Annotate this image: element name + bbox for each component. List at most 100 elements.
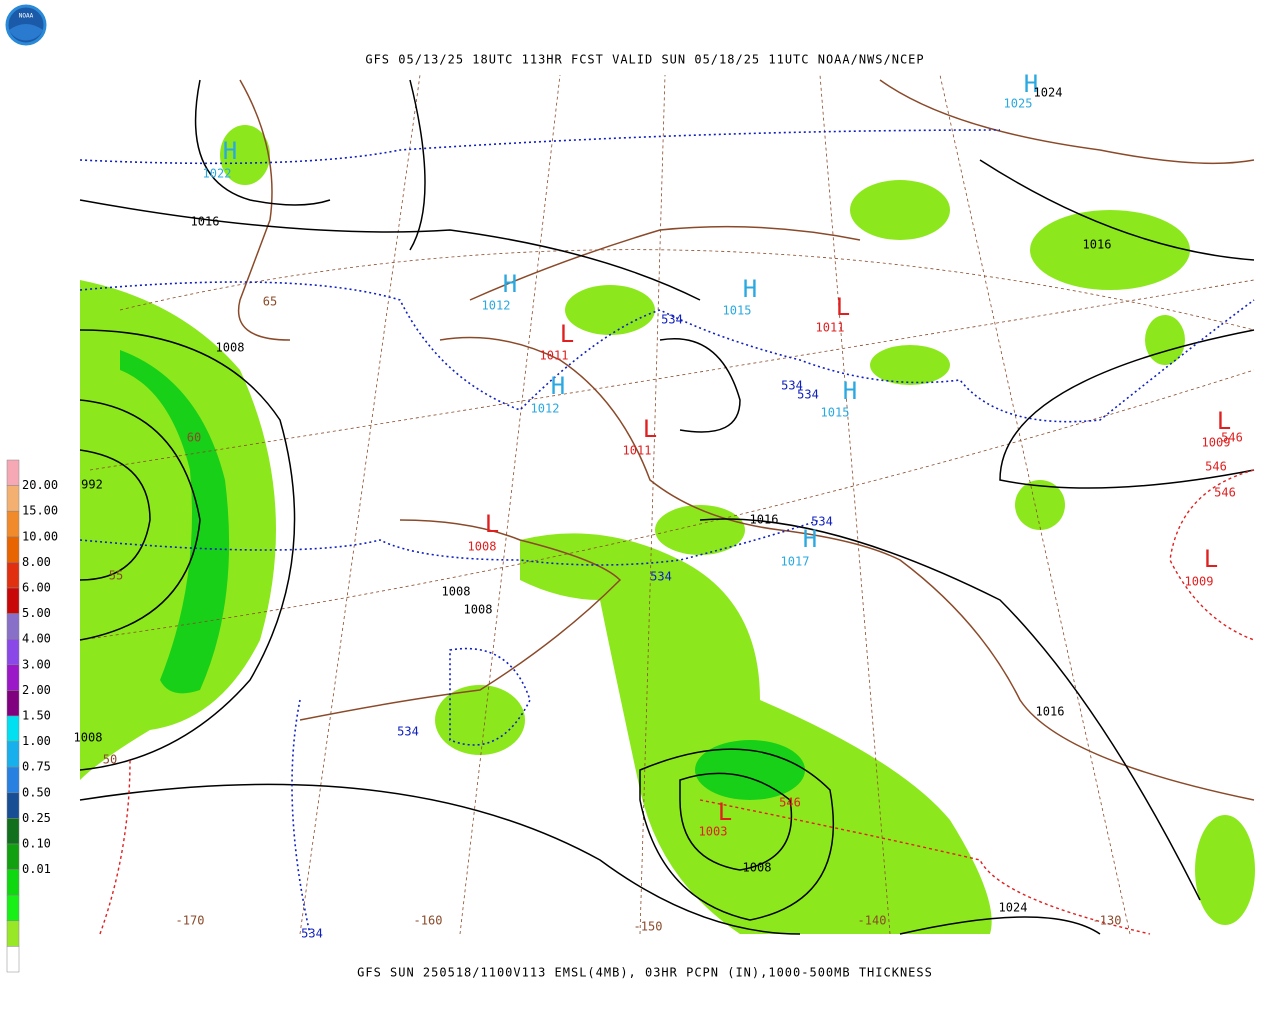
- legend-label: 0.50: [22, 785, 51, 799]
- pressure-center-letter: L: [836, 293, 850, 321]
- pressure-center-letter: L: [560, 320, 574, 348]
- map-caption: GFS SUN 250518/1100V113 EMSL(4MB), 03HR …: [357, 966, 933, 980]
- thickness-label: 534: [397, 725, 419, 739]
- pressure-center-letter: L: [718, 798, 732, 826]
- legend-swatch: [6, 869, 20, 896]
- pressure-center-value: 1011: [623, 444, 652, 458]
- isobar-label: 1016: [1036, 705, 1065, 719]
- pressure-center-letter: L: [643, 415, 657, 443]
- pressure-center-letter: H: [743, 275, 757, 303]
- legend-swatch: [6, 894, 20, 922]
- pressure-center-value: 1022: [203, 167, 232, 181]
- legend-swatch: [6, 562, 20, 589]
- pressure-center-letter: H: [503, 270, 517, 298]
- pressure-center-letter: H: [803, 525, 817, 553]
- map-area: [79, 74, 1255, 935]
- pressure-center-letter: L: [1204, 545, 1218, 573]
- thickness-label: 534: [301, 927, 323, 941]
- graticule-label: -130: [1093, 914, 1122, 928]
- legend-swatch: [6, 485, 20, 512]
- legend-label: 2.00: [22, 683, 51, 697]
- isobar-label: 1008: [743, 861, 772, 875]
- legend-label: 4.00: [22, 632, 51, 646]
- legend-swatch: [6, 766, 20, 794]
- legend-swatch: [6, 946, 20, 973]
- pressure-center-letter: H: [843, 377, 857, 405]
- legend-label: 0.01: [22, 862, 51, 876]
- isobar-label: 1008: [442, 585, 471, 599]
- thickness-label: 534: [781, 379, 803, 393]
- graticule-label: 50: [103, 753, 117, 767]
- legend-swatch: [6, 510, 20, 538]
- isobar-label: 1024: [999, 901, 1028, 915]
- pressure-center-letter: L: [1217, 407, 1231, 435]
- isobars: [79, 79, 1255, 935]
- thickness-label: 546: [1214, 486, 1236, 500]
- legend-swatch: [6, 459, 20, 486]
- graticule: [79, 74, 1255, 935]
- coastlines: [237, 79, 1255, 801]
- pressure-center-value: 1008: [468, 540, 497, 554]
- thickness-label: 546: [779, 796, 801, 810]
- isobar-label: 1008: [74, 731, 103, 745]
- isobar-label: 1016: [750, 513, 779, 527]
- legend: 20.00 15.00 10.00 8.00 6.00 5.00 4.00 3.00 2.00 1…: [6, 459, 58, 973]
- legend-swatch: [6, 843, 20, 870]
- map-title: GFS 05/13/25 18UTC 113HR FCST VALID SUN …: [365, 53, 924, 67]
- thickness-label: 534: [811, 515, 833, 529]
- legend-label: 0.75: [22, 760, 51, 774]
- pressure-center-letter: H: [1024, 70, 1038, 98]
- legend-label: 20.00: [22, 478, 58, 492]
- legend-label: 8.00: [22, 555, 51, 569]
- legend-swatch: [6, 536, 20, 563]
- pressure-center-value: 1025: [1004, 97, 1033, 111]
- legend-label: 0.10: [22, 837, 51, 851]
- pressure-center-value: 1003: [699, 825, 728, 839]
- precip-heavy: [120, 350, 805, 800]
- legend-swatch: [6, 920, 20, 947]
- pressure-center-value: 1017: [781, 555, 810, 569]
- legend-swatch: [6, 690, 20, 717]
- legend-swatch: [6, 613, 20, 640]
- legend-swatch: [6, 638, 20, 666]
- legend-label: 3.00: [22, 657, 51, 671]
- graticule-label: 55: [109, 569, 123, 583]
- legend-label: 5.00: [22, 606, 51, 620]
- thickness-546: [99, 469, 1255, 935]
- legend-swatch: [6, 818, 20, 845]
- pressure-center-value: 1011: [816, 321, 845, 335]
- pressure-center-value: 1012: [482, 299, 511, 313]
- pressure-center-value: 1012: [531, 402, 560, 416]
- pressure-center-value: 1009: [1185, 575, 1214, 589]
- thickness-label: 534: [797, 388, 819, 402]
- pressure-center-letter: H: [551, 372, 565, 400]
- legend-label: 15.00: [22, 504, 58, 518]
- isobar-label: 1008: [464, 603, 493, 617]
- isobar-label: 1016: [191, 215, 220, 229]
- legend-swatch: [6, 741, 20, 768]
- isobar-label: 1024: [1034, 86, 1063, 100]
- legend-swatch: [6, 664, 20, 691]
- graticule-label: 60: [187, 431, 201, 445]
- pressure-center-letter: H: [223, 137, 237, 165]
- graticule-label: -140: [858, 914, 887, 928]
- legend-label: 6.00: [22, 581, 51, 595]
- isobar-label: 992: [81, 478, 103, 492]
- graticule-label: -160: [414, 914, 443, 928]
- graticule-label: 65: [263, 295, 277, 309]
- precip: [80, 125, 1255, 934]
- isobar-label: 1008: [216, 341, 245, 355]
- thickness-label: 534: [661, 313, 683, 327]
- thickness-534: [79, 129, 1255, 935]
- legend-label: 10.00: [22, 529, 58, 543]
- thickness-label: 546: [1221, 431, 1243, 445]
- logo-text: NOAA: [19, 13, 34, 20]
- thickness-label: 546: [1205, 460, 1227, 474]
- noaa-logo: NOAA: [5, 4, 47, 46]
- legend-swatch: [6, 587, 20, 614]
- pressure-center-letter: L: [485, 510, 499, 538]
- graticule-label: -150: [634, 920, 663, 934]
- isobar-label: 1016: [1083, 238, 1112, 252]
